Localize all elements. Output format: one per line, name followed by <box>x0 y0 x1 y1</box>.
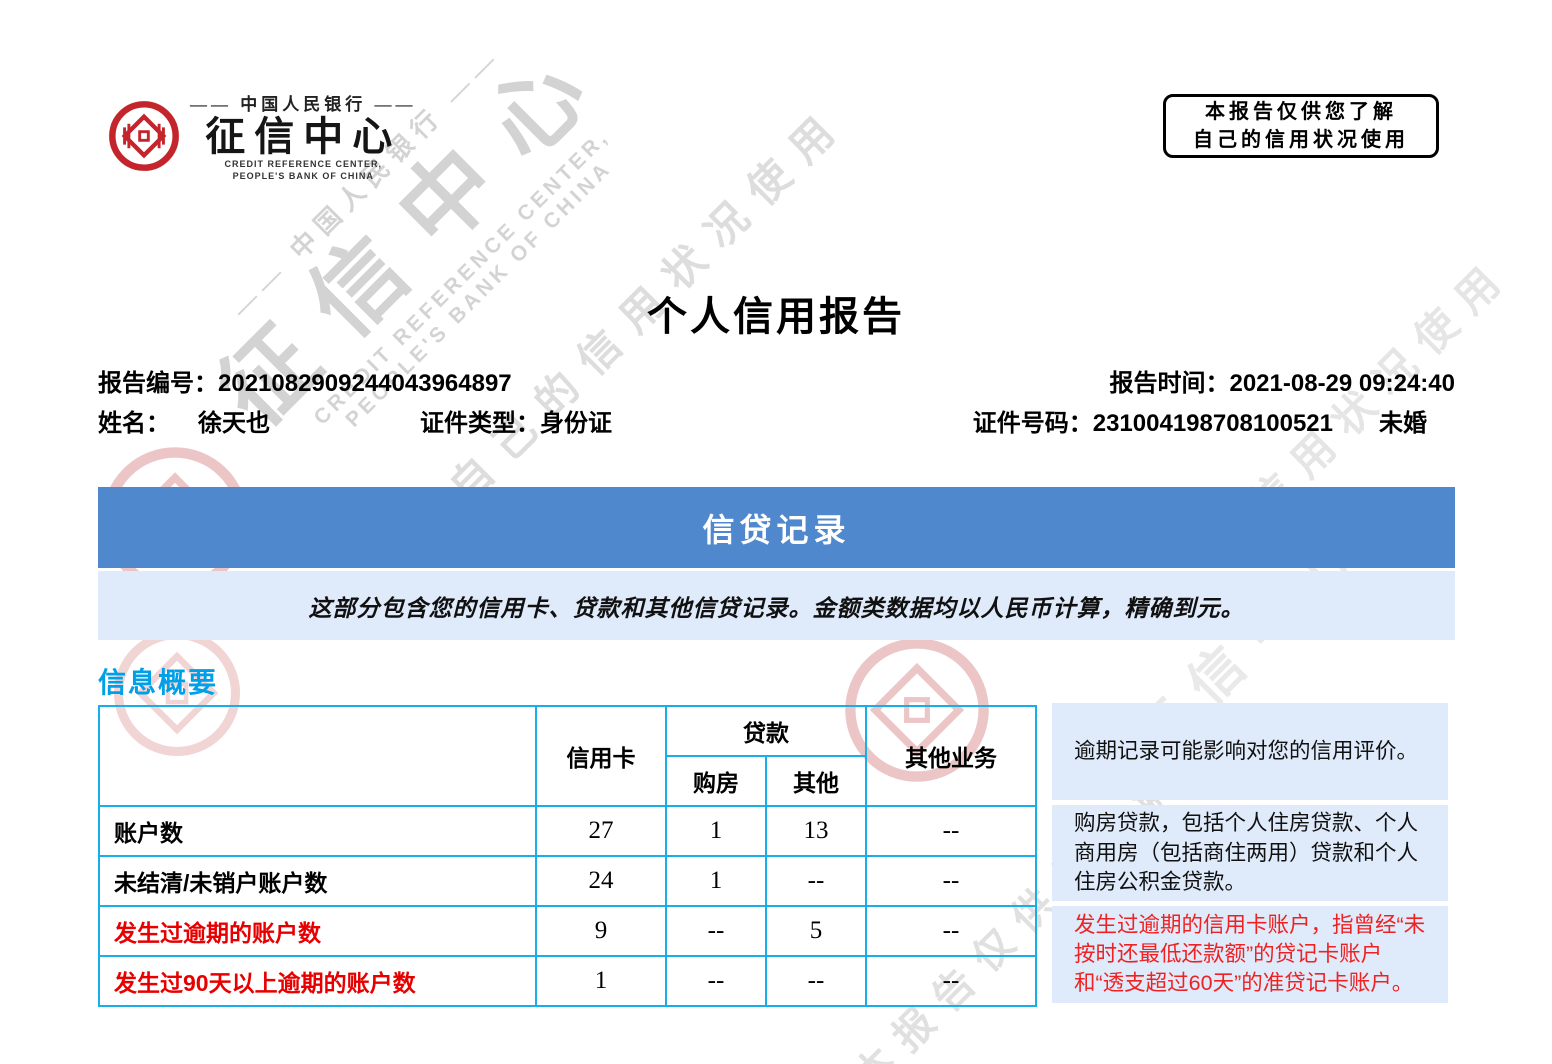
note-text: 逾期记录可能影响对您的信用评价。 <box>1074 738 1419 763</box>
logo-english-line1: CREDIT REFERENCE CENTER, <box>224 159 382 169</box>
header-other-business: 其他业务 <box>865 705 1037 807</box>
report-info-row-1: 报告编号：2021082909244043964897 报告时间：2021-08… <box>98 368 1455 399</box>
note-house-loan-definition: 购房贷款，包括个人住房贷款、个人商用房（包括商住两用）贷款和个人住房公积金贷款。 <box>1052 804 1448 902</box>
id-number-value: 231004198708100521 <box>1092 410 1333 438</box>
cell-value: 24 <box>535 855 667 907</box>
note-text: 购房贷款，包括个人住房贷款、个人商用房（包括商住两用）贷款和个人住房公积金贷款。 <box>1074 811 1419 894</box>
report-info: 报告编号：2021082909244043964897 报告时间：2021-08… <box>98 368 1455 439</box>
section-banner-description: 这部分包含您的信用卡、贷款和其他信贷记录。金额类数据均以人民币计算，精确到元。 <box>98 571 1455 640</box>
report-number-label: 报告编号： <box>98 370 218 397</box>
cell-value: 1 <box>665 855 767 907</box>
row-label: 账户数 <box>98 805 537 857</box>
report-info-row-2: 姓名： 徐天也 证件类型：身份证 证件号码：231004198708100521 未… <box>98 408 1455 439</box>
header-loan-other: 其他 <box>765 755 867 807</box>
logo-english-line2: PEOPLE'S BANK OF CHINA <box>232 170 374 181</box>
row-label: 发生过90天以上逾期的账户数 <box>98 955 537 1007</box>
id-type: 证件类型：身份证 <box>420 408 973 439</box>
report-number-value: 2021082909244043964897 <box>218 370 512 397</box>
table-row-overdue-90days-accounts: 发生过90天以上逾期的账户数 1 -- -- -- <box>98 955 1037 1007</box>
cell-value: -- <box>865 905 1037 957</box>
header-loan-house: 购房 <box>665 755 767 807</box>
cell-value: 5 <box>765 905 867 957</box>
note-overdue-impact: 逾期记录可能影响对您的信用评价。 <box>1052 703 1448 800</box>
name-value: 徐天也 <box>198 410 270 438</box>
table-row-overdue-accounts: 发生过逾期的账户数 9 -- 5 -- <box>98 905 1037 957</box>
report-time-label: 报告时间： <box>1109 370 1230 397</box>
person-name: 姓名： 徐天也 <box>98 408 420 439</box>
report-time: 报告时间：2021-08-29 09:24:40 <box>1109 368 1455 399</box>
name-label: 姓名： <box>98 410 170 438</box>
pboc-emblem-icon <box>109 101 179 172</box>
cell-value: -- <box>865 955 1037 1007</box>
id-type-value: 身份证 <box>540 410 612 438</box>
summary-section-title: 信息概要 <box>98 667 219 698</box>
id-number-label: 证件号码： <box>972 410 1093 438</box>
cell-value: -- <box>765 855 867 907</box>
section-description-text: 这部分包含您的信用卡、贷款和其他信贷记录。金额类数据均以人民币计算，精确到元。 <box>308 594 1245 621</box>
usage-notice-box: 本报告仅供您了解 自己的信用状况使用 <box>1163 94 1439 158</box>
cell-value: -- <box>765 955 867 1007</box>
cell-value: 13 <box>765 805 867 857</box>
id-type-label: 证件类型： <box>420 410 540 438</box>
table-row-open-accounts: 未结清/未销户账户数 24 1 -- -- <box>98 855 1037 907</box>
cell-value: -- <box>665 905 767 957</box>
table-row-accounts: 账户数 27 1 13 -- <box>98 805 1037 857</box>
note-overdue-definition: 发生过逾期的信用卡账户，指曾经“未按时还最低还款额”的贷记卡账户和“透支超过60… <box>1052 906 1448 1004</box>
notice-line-2: 自己的信用状况使用 <box>1193 129 1409 151</box>
cell-value: -- <box>865 805 1037 857</box>
report-time-value: 2021-08-29 09:24:40 <box>1229 370 1455 397</box>
cell-value: -- <box>665 955 767 1007</box>
section-banner-title: 信贷记录 <box>702 511 851 548</box>
page-title: 个人信用报告 <box>647 295 905 339</box>
cell-value: 1 <box>535 955 667 1007</box>
report-number: 报告编号：2021082909244043964897 <box>98 368 512 399</box>
note-text: 发生过逾期的信用卡账户，指曾经“未按时还最低还款额”的贷记卡账户和“透支超过60… <box>1074 913 1426 996</box>
logo-text-block: —— 中国人民银行 —— 征信中心 CREDIT REFERENCE CENTE… <box>190 90 417 182</box>
marital-status: 未婚 <box>1379 410 1427 438</box>
cell-value: 27 <box>535 805 667 857</box>
pboc-logo: —— 中国人民银行 —— 征信中心 CREDIT REFERENCE CENTE… <box>108 90 417 182</box>
id-number: 证件号码：231004198708100521 未婚 <box>973 408 1427 439</box>
notice-line-1: 本报告仅供您了解 <box>1205 101 1397 123</box>
header-credit-card: 信用卡 <box>535 705 667 807</box>
logo-bank-name: —— 中国人民银行 —— <box>190 95 417 114</box>
row-label: 未结清/未销户账户数 <box>98 855 537 907</box>
row-label: 发生过逾期的账户数 <box>98 905 537 957</box>
logo-center-name: 征信中心 <box>205 115 402 159</box>
header-loan: 贷款 <box>665 705 867 757</box>
cell-value: 1 <box>665 805 767 857</box>
cell-value: 9 <box>535 905 667 957</box>
cell-value: -- <box>865 855 1037 907</box>
summary-table: 信用卡 贷款 其他业务 购房 其他 账户数 27 1 13 -- 未结清/未销户… <box>98 705 1037 1007</box>
section-banner-credit-records: 信贷记录 <box>98 487 1455 568</box>
header-empty-cell <box>98 705 537 807</box>
table-header-row-1: 信用卡 贷款 其他业务 <box>98 705 1037 807</box>
side-notes: 逾期记录可能影响对您的信用评价。 购房贷款，包括个人住房贷款、个人商用房（包括商… <box>1052 703 1448 1004</box>
